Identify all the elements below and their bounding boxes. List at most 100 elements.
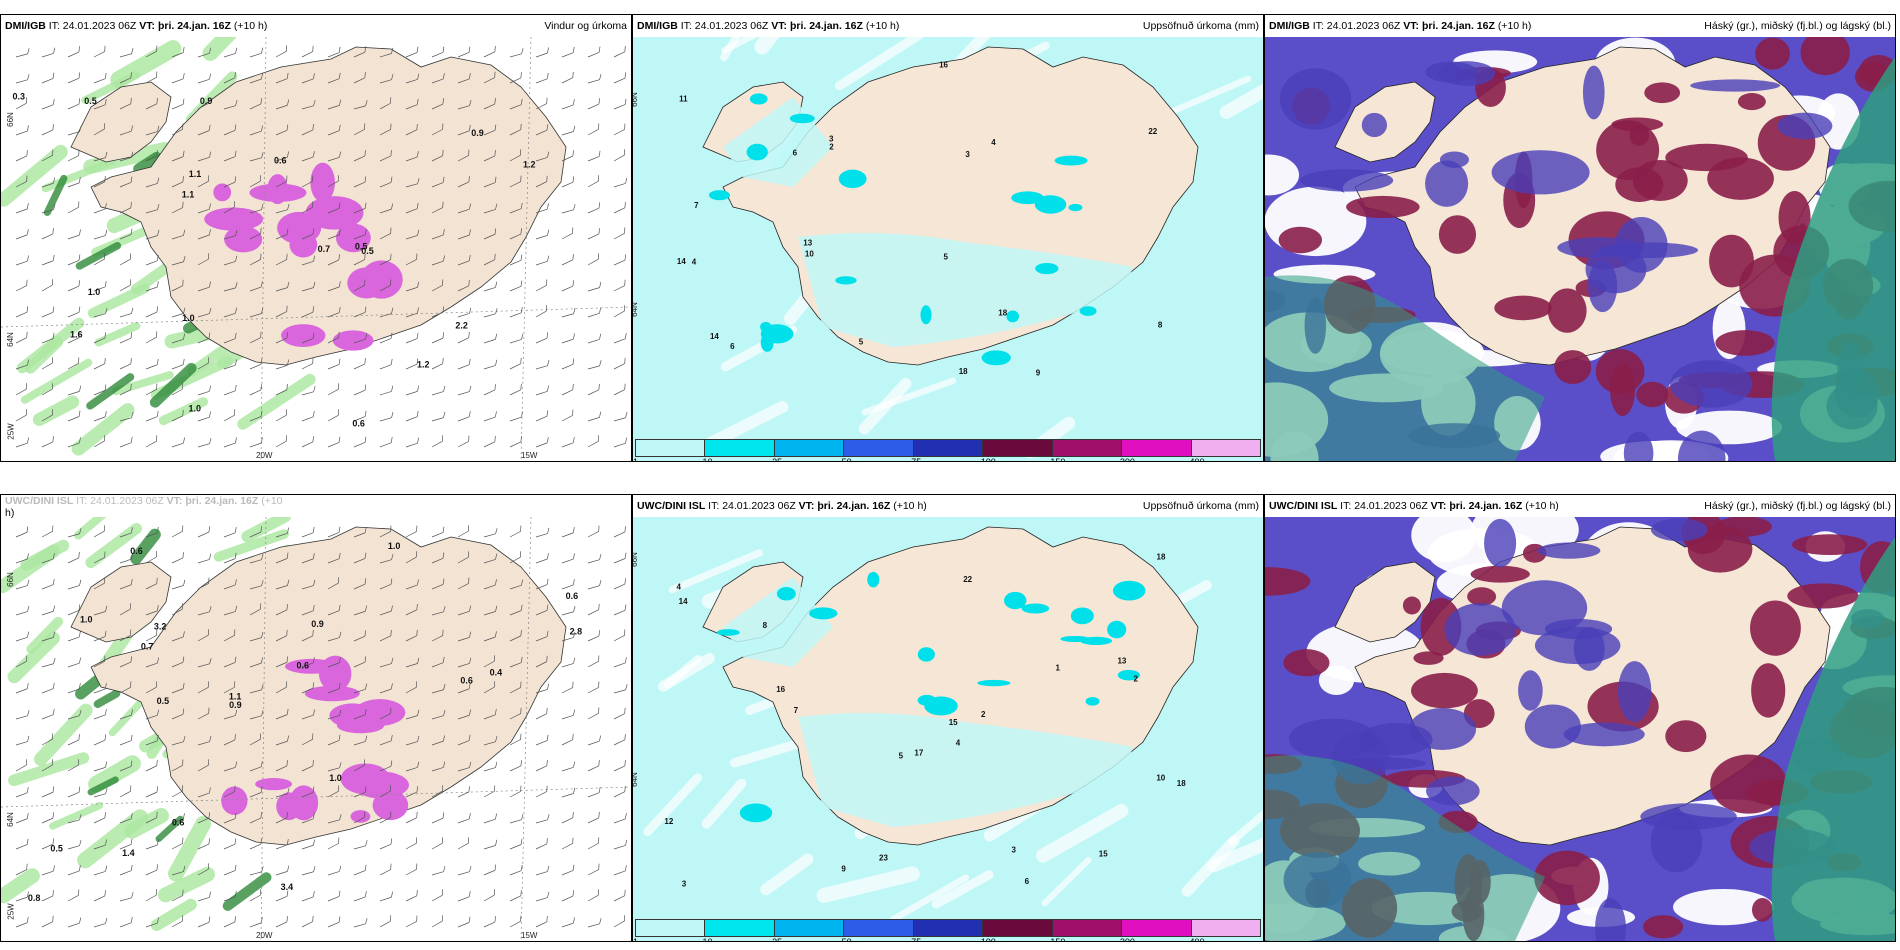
wind-barb (171, 889, 184, 902)
heavy-precip-patch (1006, 310, 1020, 323)
wind-barb (145, 306, 158, 318)
accum-value-label: 13 (1117, 657, 1126, 666)
wind-barb (535, 47, 549, 58)
precip-streak (32, 395, 80, 427)
high-cloud-band (1771, 537, 1895, 941)
wind-barb (327, 631, 342, 642)
map-cloud[interactable] (1265, 517, 1895, 941)
wind-barb (327, 124, 341, 136)
wind-barb (457, 891, 471, 902)
lat-label: 64N (5, 812, 15, 827)
wind-barb (67, 734, 80, 746)
wind-barb (379, 683, 393, 694)
wind-barb (353, 708, 367, 720)
wind-barb (67, 709, 82, 720)
wind-barb (613, 333, 627, 344)
wind-barb (431, 889, 444, 902)
wind-barb (223, 72, 236, 84)
wind-barb (119, 307, 134, 318)
wind-barb (119, 176, 133, 188)
wind-barb (197, 916, 211, 928)
wind-barb (613, 707, 626, 720)
wind-barb (535, 838, 548, 850)
wind-barb (509, 72, 522, 84)
precip-streak (74, 517, 107, 540)
low-cloud-patch (1737, 93, 1766, 111)
wind-barb (457, 411, 471, 422)
wind-barb (509, 280, 523, 292)
wind-barb (15, 97, 28, 110)
accum-value-label: 16 (776, 685, 785, 694)
map-accum[interactable]: 18 17 15 12 2 3 4 7 10 13 15 23 16 22 18 14 2 1 3 4 8 9 5 6 (633, 517, 1263, 941)
wind-barb (457, 46, 471, 58)
wind-barb (509, 357, 522, 370)
heavy-precip-patch (749, 93, 768, 105)
accum-value-label: 1 (1056, 664, 1061, 673)
wind-barb (457, 786, 470, 798)
wind-barb (327, 682, 341, 694)
wind-barb (93, 435, 105, 448)
map-cloud[interactable] (1265, 37, 1895, 461)
wind-barb (483, 528, 498, 538)
wind-barb (145, 577, 158, 590)
wind-barb (431, 385, 446, 396)
wind-barb (457, 551, 470, 564)
precip-value-label: 0.5 (157, 696, 170, 706)
wind-barb (457, 73, 471, 84)
wind-barb (405, 98, 419, 110)
wind-barb (67, 865, 81, 876)
dry-streak (816, 866, 920, 903)
wind-barb (353, 786, 367, 798)
wind-barb (457, 761, 472, 772)
wind-barb (405, 579, 419, 590)
colorbar-segment (844, 920, 914, 936)
panel-wind-top: DMI/IGB IT: 24.01.2023 06Z VT: þri. 24.j… (0, 14, 632, 462)
wind-barb (119, 436, 133, 448)
wind-barb (197, 332, 211, 344)
wind-barb (379, 629, 392, 642)
wind-barb (587, 811, 600, 824)
wind-barb (197, 175, 210, 188)
map-accum[interactable]: 3 4 7 6 9 3 14 16 18 10 22 14 13 6 2 5 4 5 8 18 11 (633, 37, 1263, 461)
wind-barb (613, 45, 626, 58)
wind-barb (327, 890, 341, 902)
accum-value-label: 18 (1157, 552, 1166, 561)
precip-value-label: 0.6 (566, 591, 579, 601)
snow-area (350, 810, 371, 823)
wind-barb (171, 915, 183, 928)
wind-barb (509, 579, 524, 590)
precip-value-label: 2.2 (455, 321, 468, 331)
wind-barb (405, 837, 418, 850)
panel-wind-bottom: UWC/DINI ISL IT: 24.01.2023 06Z VT: þri.… (0, 494, 632, 942)
wind-barb (301, 709, 315, 720)
mid-cloud-patch (1650, 518, 1708, 542)
colorbar-tick-label: 75 (911, 937, 922, 942)
wind-barb (327, 577, 339, 590)
wind-barb (483, 359, 498, 370)
wind-barb (171, 150, 185, 162)
wind-barb (483, 253, 496, 266)
wind-barb (249, 358, 263, 370)
wind-barb (145, 71, 158, 84)
wind-barb (275, 45, 288, 58)
wind-barb (561, 333, 575, 344)
wind-barb (119, 253, 132, 266)
heavy-precip-patch (920, 305, 932, 325)
dry-streak (760, 853, 814, 896)
wind-barb (223, 864, 237, 876)
wind-barb (379, 863, 392, 876)
precip-streak (112, 371, 174, 396)
wind-barb (561, 409, 574, 422)
wind-barb (41, 383, 53, 396)
wind-barb (327, 785, 340, 798)
precip-value-label: 0.6 (460, 675, 473, 685)
wind-barb (145, 254, 159, 266)
wind-barb (613, 839, 628, 850)
wind-barb (93, 839, 107, 850)
mid-cloud-patch (1438, 61, 1496, 86)
accum-value-label: 6 (793, 149, 798, 158)
map-wind[interactable]: 0.4 3.2 3.4 0.6 0.9 1.1 1.0 0.8 0.6 1.0 0.5 0.6 0.7 0… (1, 517, 631, 941)
wind-barb (93, 203, 107, 214)
wind-barb (457, 100, 472, 110)
map-wind[interactable]: 1.6 0.9 0.6 0.5 0.3 1.0 1.2 0.7 0.9 1.1 1.0 1.1 0.5 0… (1, 37, 631, 461)
